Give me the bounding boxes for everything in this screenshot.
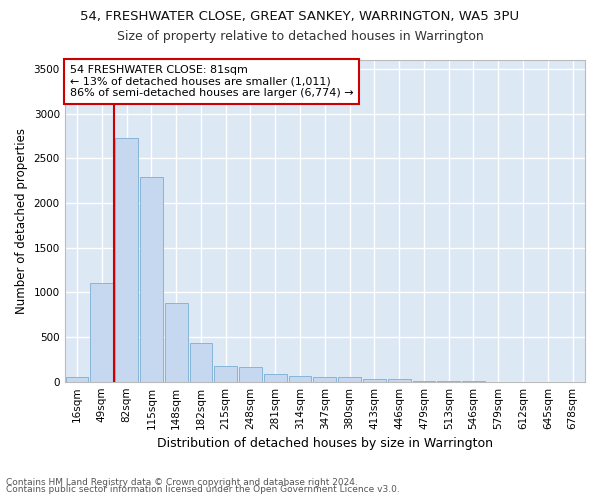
Bar — [165, 303, 188, 382]
Bar — [214, 366, 237, 382]
Bar — [115, 138, 138, 382]
Text: Size of property relative to detached houses in Warrington: Size of property relative to detached ho… — [116, 30, 484, 43]
Bar — [65, 377, 88, 382]
Bar — [388, 379, 410, 382]
Bar — [190, 344, 212, 382]
Bar — [313, 377, 336, 382]
Text: 54, FRESHWATER CLOSE, GREAT SANKEY, WARRINGTON, WA5 3PU: 54, FRESHWATER CLOSE, GREAT SANKEY, WARR… — [80, 10, 520, 23]
Text: Contains public sector information licensed under the Open Government Licence v3: Contains public sector information licen… — [6, 486, 400, 494]
Bar — [91, 284, 113, 382]
Bar — [363, 378, 386, 382]
Y-axis label: Number of detached properties: Number of detached properties — [15, 128, 28, 314]
X-axis label: Distribution of detached houses by size in Warrington: Distribution of detached houses by size … — [157, 437, 493, 450]
Bar — [289, 376, 311, 382]
Bar — [239, 367, 262, 382]
Text: Contains HM Land Registry data © Crown copyright and database right 2024.: Contains HM Land Registry data © Crown c… — [6, 478, 358, 487]
Bar — [264, 374, 287, 382]
Bar — [338, 377, 361, 382]
Bar — [413, 381, 436, 382]
Bar — [140, 177, 163, 382]
Text: 54 FRESHWATER CLOSE: 81sqm
← 13% of detached houses are smaller (1,011)
86% of s: 54 FRESHWATER CLOSE: 81sqm ← 13% of deta… — [70, 65, 353, 98]
